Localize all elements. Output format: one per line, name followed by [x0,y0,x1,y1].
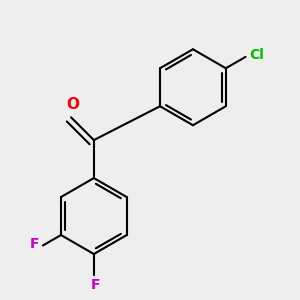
Text: F: F [30,237,40,251]
Text: O: O [66,97,79,112]
Text: F: F [91,278,100,292]
Text: Cl: Cl [249,48,264,62]
